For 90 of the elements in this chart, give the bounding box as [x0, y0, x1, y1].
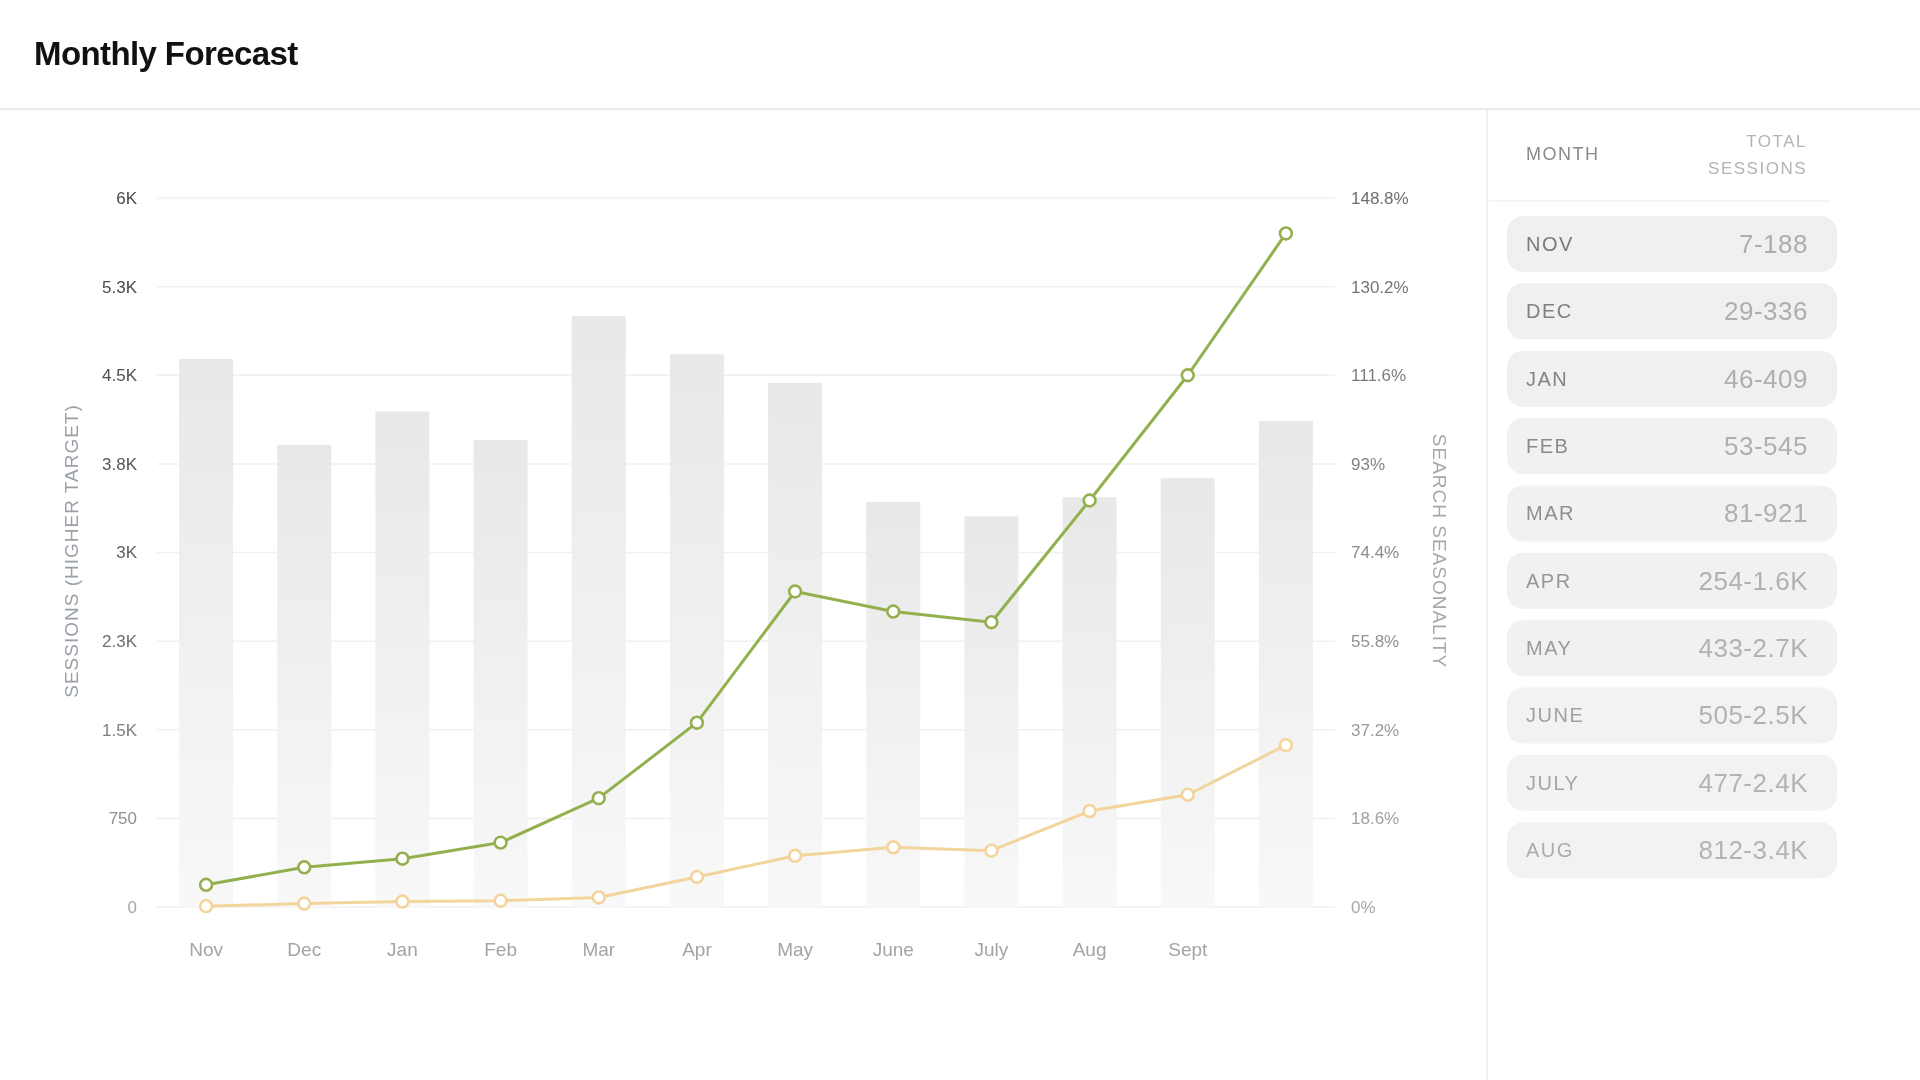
y2-tick-label: 55.8%: [1351, 632, 1400, 652]
text: 812-3.4K: [1698, 835, 1808, 866]
x-tick-label: Feb: [484, 938, 517, 960]
bar: [1258, 420, 1313, 907]
y-tick-label: 3.8K: [102, 454, 138, 474]
point: [886, 840, 901, 855]
text: 53-545: [1724, 431, 1808, 462]
text: 505-2.5K: [1698, 700, 1808, 731]
point: [591, 890, 606, 905]
y-tick-label: 0: [127, 897, 137, 917]
bar: [669, 354, 724, 907]
point: [1180, 787, 1195, 802]
x-tick-label: May: [777, 938, 814, 960]
y-tick-label: 750: [108, 809, 137, 829]
bar: [571, 316, 626, 907]
point: [787, 848, 803, 864]
y2-tick-label: 148.8%: [1351, 188, 1409, 208]
point: [1278, 226, 1294, 241]
y-tick-label: 2.3K: [102, 632, 138, 652]
y2-tick-label: 130.2%: [1351, 277, 1409, 297]
x-tick-label: July: [974, 938, 1009, 960]
bar: [1062, 497, 1117, 907]
point: [984, 843, 999, 858]
bar: [375, 411, 430, 907]
point: [297, 896, 312, 911]
text: 81-921: [1724, 498, 1808, 529]
point: [297, 860, 312, 875]
bar: [473, 440, 528, 907]
text: TOTAL SESSIONS: [1708, 132, 1807, 178]
y2-tick-label: 37.2%: [1351, 720, 1400, 740]
y-axis-title: SESSIONS (HIGHER TARGET): [61, 404, 82, 698]
y2-tick-label: 74.4%: [1351, 543, 1400, 563]
point: [395, 851, 410, 866]
category-label: APR: [1526, 569, 1572, 592]
y2-tick-label: 111.6%: [1351, 366, 1407, 386]
y2-tick-label: 0%: [1351, 897, 1376, 917]
bar: [1160, 478, 1215, 907]
x-tick-label: Nov: [189, 938, 224, 960]
x-tick-label: Aug: [1072, 938, 1107, 960]
x-tick-label: Jan: [387, 938, 418, 960]
point: [591, 790, 606, 806]
y-tick-label: 1.5K: [102, 720, 138, 740]
y-tick-label: 3K: [116, 543, 138, 563]
point: [886, 604, 901, 619]
point: [493, 893, 508, 908]
bar: [179, 359, 234, 907]
text: 29-336: [1724, 296, 1808, 327]
bar: [964, 516, 1019, 907]
point: [689, 715, 705, 730]
text: MONTH: [1526, 144, 1600, 164]
x-tick-label: June: [872, 938, 914, 960]
point: [689, 869, 705, 885]
y2-axis-title: SEARCH SEASONALITY: [1429, 433, 1450, 669]
text: 477-2.4K: [1698, 767, 1808, 798]
bar: [768, 382, 823, 907]
text: 433-2.7K: [1698, 633, 1808, 664]
bar: [866, 501, 921, 907]
point: [1180, 368, 1195, 383]
bar: [277, 444, 332, 907]
text: 46-409: [1724, 363, 1808, 394]
category-label: MAR: [1526, 502, 1575, 525]
point: [395, 894, 410, 909]
point: [198, 877, 214, 892]
point: [787, 584, 803, 599]
y2-tick-label: 93%: [1351, 454, 1386, 474]
y-tick-label: 4.5K: [102, 366, 138, 386]
category-label: AUG: [1526, 839, 1574, 862]
category-label: FEB: [1526, 435, 1570, 458]
chart-title: Monthly Forecast: [34, 35, 299, 72]
category-label: DEC: [1526, 300, 1573, 323]
category-label: NOV: [1526, 233, 1574, 255]
category-label: MAY: [1526, 637, 1573, 660]
category-label: JUNE: [1526, 704, 1585, 727]
point: [1082, 803, 1097, 819]
x-tick-label: Mar: [582, 938, 616, 960]
text: 7-188: [1739, 229, 1808, 259]
point: [1278, 737, 1294, 753]
point: [984, 615, 999, 630]
point: [198, 898, 214, 914]
x-tick-label: Apr: [682, 938, 713, 960]
category-label: JULY: [1526, 771, 1580, 794]
x-tick-label: Dec: [287, 938, 322, 960]
category-label: JAN: [1526, 367, 1569, 390]
y-tick-label: 6K: [116, 188, 138, 208]
y2-tick-label: 18.6%: [1351, 809, 1400, 829]
y-tick-label: 5.3K: [102, 277, 138, 297]
text: 254-1.6K: [1698, 565, 1808, 596]
point: [493, 835, 508, 850]
point: [1082, 493, 1097, 508]
x-tick-label: Sept: [1168, 938, 1209, 960]
